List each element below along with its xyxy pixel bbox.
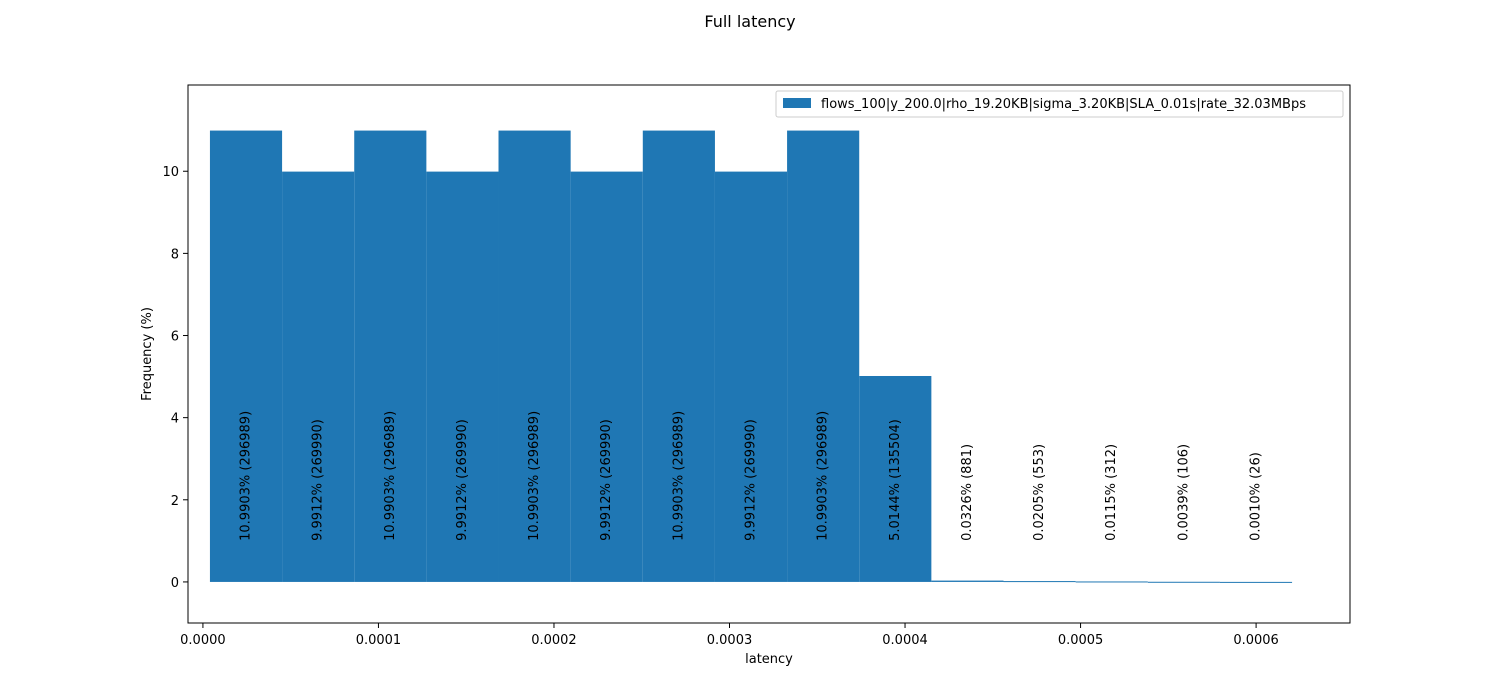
bar-data-label: 9.9912% (269990) bbox=[311, 419, 326, 541]
plot-frame bbox=[187, 84, 1351, 624]
histogram-bar bbox=[714, 171, 788, 582]
y-axis: 0 2 4 6 8 10 bbox=[162, 165, 188, 591]
y-tick-label: 8 bbox=[171, 247, 179, 262]
legend-entry: flows_100|y_200.0|rho_19.20KB|sigma_3.20… bbox=[821, 97, 1306, 112]
histogram-bar bbox=[426, 171, 499, 582]
legend-swatch bbox=[783, 98, 811, 108]
bar-data-label: 9.9912% (269990) bbox=[599, 419, 614, 541]
histogram-bar bbox=[498, 130, 571, 582]
x-tick-label: 0.0001 bbox=[356, 633, 402, 648]
histogram-bar bbox=[1003, 581, 1076, 583]
bar-data-label: 9.9912% (269990) bbox=[455, 419, 470, 541]
histogram-bar bbox=[931, 580, 1004, 582]
y-tick-label: 0 bbox=[171, 576, 179, 591]
bar-data-label: 0.0010% (26) bbox=[1249, 452, 1264, 541]
y-tick-label: 2 bbox=[171, 494, 179, 509]
y-tick-label: 10 bbox=[162, 165, 179, 180]
x-axis: 0.0000 0.0001 0.0002 0.0003 0.0004 0.0005 0.00… bbox=[180, 623, 1279, 648]
histogram-bar bbox=[787, 130, 860, 582]
histogram-bar bbox=[570, 171, 643, 582]
bar-data-label: 9.9912% (269990) bbox=[744, 419, 759, 541]
y-tick-label: 4 bbox=[171, 412, 179, 427]
legend: flows_100|y_200.0|rho_19.20KB|sigma_3.20… bbox=[775, 90, 1344, 118]
histogram-bar bbox=[282, 171, 355, 582]
x-tick-label: 0.0002 bbox=[531, 633, 577, 648]
x-tick-label: 0.0005 bbox=[1058, 633, 1104, 648]
bar-data-label: 10.9903% (296989) bbox=[383, 411, 398, 541]
bar-data-label: 10.9903% (296989) bbox=[671, 411, 686, 541]
bar-data-label: 0.0205% (553) bbox=[1032, 444, 1047, 541]
y-axis-label: Frequency (%) bbox=[140, 307, 155, 401]
x-tick-label: 0.0000 bbox=[180, 633, 226, 648]
x-tick-label: 0.0006 bbox=[1233, 633, 1279, 648]
bar-data-label: 10.9903% (296989) bbox=[527, 411, 542, 541]
bar-data-label: 10.9903% (296989) bbox=[239, 411, 254, 541]
y-tick-label: 6 bbox=[171, 330, 179, 345]
bar-data-label: 10.9903% (296989) bbox=[816, 411, 831, 541]
x-tick-label: 0.0004 bbox=[882, 633, 928, 648]
legend-box bbox=[775, 90, 1344, 118]
histogram-bar bbox=[859, 375, 932, 582]
histogram-bar bbox=[1075, 581, 1148, 583]
histogram-bar bbox=[209, 130, 283, 582]
bar-data-label: 0.0115% (312) bbox=[1104, 444, 1119, 541]
histogram-bar bbox=[642, 130, 715, 582]
x-axis-label: latency bbox=[745, 652, 793, 667]
x-tick-label: 0.0003 bbox=[707, 633, 753, 648]
plot-area: 10.9903% (296989) 9.9912% (269990) 10.9903… bbox=[209, 130, 1293, 583]
histogram-bar bbox=[354, 130, 427, 582]
bar-data-label: 0.0039% (106) bbox=[1176, 444, 1191, 541]
chart-title: Full latency bbox=[704, 12, 795, 31]
histogram-bar bbox=[1219, 581, 1293, 583]
bar-data-label: 0.0326% (881) bbox=[960, 444, 975, 541]
bar-data-label: 5.0144% (135504) bbox=[888, 419, 903, 541]
histogram-bar bbox=[1147, 581, 1220, 583]
